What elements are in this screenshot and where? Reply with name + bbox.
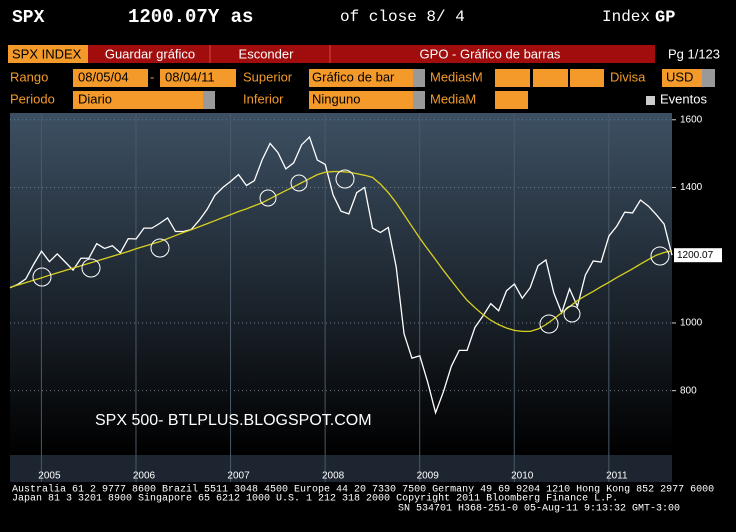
y-tick-label: 800	[680, 385, 697, 396]
y-tick-label: 1000	[680, 318, 703, 329]
x-tick-label: 2005	[38, 471, 61, 482]
circle	[539, 314, 559, 334]
upper-value: Gráfico de bar	[312, 69, 395, 84]
index: Index	[602, 8, 650, 26]
footer-line: Australia 61 2 9777 8600 Brazil 5511 304…	[12, 484, 714, 496]
input[interactable]	[570, 69, 604, 87]
select[interactable]	[309, 91, 413, 109]
ma-single-label: MediaM	[430, 91, 476, 106]
input[interactable]	[533, 69, 568, 87]
toolbar-title: GPO - Gráfico de barras	[420, 46, 561, 61]
select[interactable]	[662, 69, 702, 87]
period-label: Periodo	[10, 91, 55, 106]
circle	[650, 246, 670, 266]
save-button[interactable]: Guardar gráfico	[105, 46, 195, 61]
right-axis	[672, 113, 736, 482]
circle	[290, 174, 308, 192]
series-line	[9, 170, 673, 333]
x-tick-label: 2009	[417, 471, 440, 482]
dropdown[interactable]	[413, 91, 425, 109]
page-indicator: Pg 1/123	[668, 46, 720, 61]
footer-line: Japan 81 3 3201 8900 Singapore 65 6212 1…	[12, 493, 618, 505]
events-label: Eventos	[660, 91, 707, 106]
currency-label: Divisa	[610, 69, 646, 84]
input[interactable]	[160, 69, 236, 87]
dropdown[interactable]	[203, 91, 215, 109]
dropdown[interactable]	[702, 69, 715, 87]
y-tick-label: 1600	[680, 114, 703, 125]
x-tick-label: 2010	[511, 471, 534, 482]
lower-label: Inferior	[243, 91, 284, 106]
last-price-label: 1200.07	[677, 250, 714, 261]
x-tick-label: 2007	[227, 471, 250, 482]
select[interactable]	[309, 69, 413, 87]
input[interactable]	[73, 69, 148, 87]
last-price-box	[674, 248, 722, 263]
y-tick-label: 1400	[680, 182, 703, 193]
x-tick-label: 2006	[133, 471, 156, 482]
price: 1200.07Y as	[128, 6, 253, 28]
hide-button[interactable]: Esconder	[239, 46, 295, 61]
range-sep: -	[150, 69, 154, 84]
checkbox[interactable]	[646, 96, 655, 105]
input[interactable]	[495, 69, 530, 87]
circle	[335, 169, 355, 189]
annotation: SPX 500- BTLPLUS.BLOGSPOT.COM	[95, 412, 372, 429]
ma-label: MediasM	[430, 69, 483, 84]
of-close: of close 8/ 4	[340, 8, 465, 26]
circle	[259, 189, 277, 207]
circle	[563, 305, 581, 323]
period-value: Diario	[78, 91, 112, 106]
select[interactable]	[73, 91, 203, 109]
security: SPX INDEX	[12, 46, 82, 61]
dropdown[interactable]	[413, 69, 425, 87]
upper-label: Superior	[243, 69, 293, 84]
range-end: 08/04/11	[165, 69, 215, 84]
security-tab[interactable]	[8, 45, 88, 63]
footer-line: SN 534701 H368-251-0 05-Aug-11 9:13:32 G…	[398, 504, 680, 515]
ticker: SPX	[12, 8, 45, 28]
x-axis-strip	[10, 455, 672, 482]
highlight-circles	[32, 169, 670, 334]
toolbar	[8, 45, 733, 63]
x-tick-label: 2008	[322, 471, 345, 482]
page-box	[655, 45, 733, 63]
range-label: Rango	[10, 69, 48, 84]
circle	[32, 267, 52, 287]
plot-area	[10, 113, 672, 455]
circle	[150, 238, 170, 258]
range-start: 08/05/04	[78, 69, 129, 84]
currency-value: USD	[666, 69, 693, 84]
lower-value: Ninguno	[312, 91, 360, 106]
circle	[81, 258, 101, 278]
input[interactable]	[495, 91, 528, 109]
function: GP	[655, 8, 675, 27]
x-tick-label: 2011	[606, 471, 628, 482]
